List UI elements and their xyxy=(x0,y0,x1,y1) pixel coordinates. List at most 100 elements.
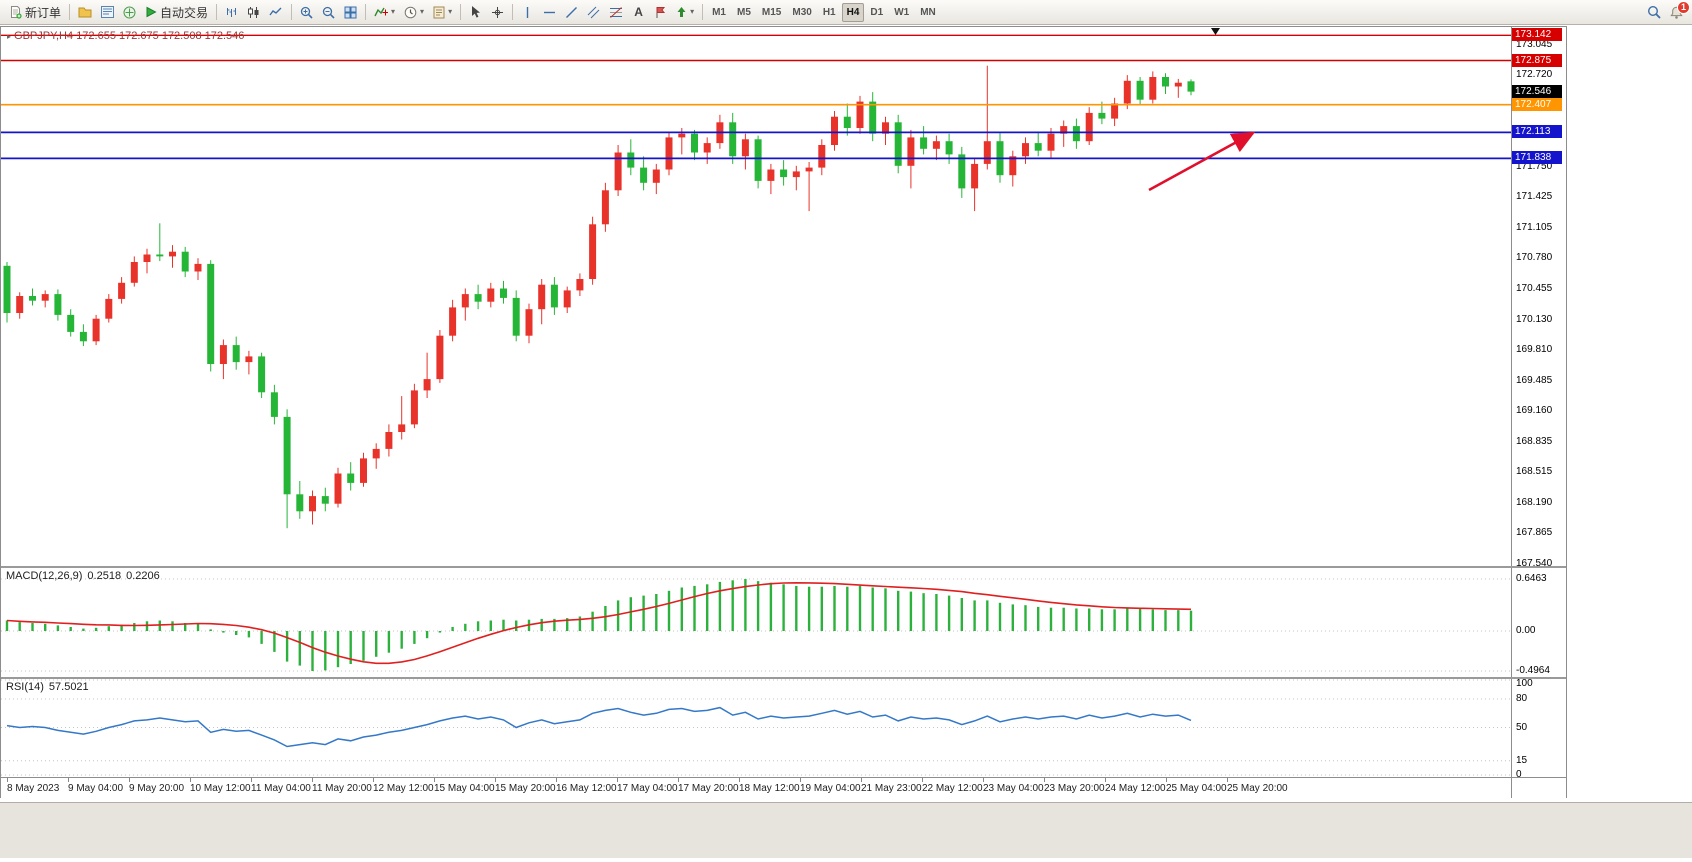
time-tick xyxy=(434,778,435,782)
time-axis-label: 15 May 20:00 xyxy=(495,783,556,794)
timeframe-button-h1[interactable]: H1 xyxy=(818,3,841,22)
price-pane[interactable]: ▸ GBPJPY,H4 172.655 172.675 172.508 172.5… xyxy=(1,27,1511,566)
auto-trading-icon xyxy=(145,6,157,18)
auto-trading-button[interactable]: 自动交易 xyxy=(141,2,212,23)
toolbar-separator xyxy=(702,4,704,20)
chevron-down-icon: ▾ xyxy=(690,7,695,16)
time-tick xyxy=(1227,778,1228,782)
timeframe-button-w1[interactable]: W1 xyxy=(889,3,914,22)
time-tick xyxy=(678,778,679,782)
indicators-button[interactable]: ▾ xyxy=(370,2,399,23)
rsi-axis[interactable]: 100 80 50 15 0 xyxy=(1511,678,1566,780)
search-button[interactable] xyxy=(1643,2,1665,23)
macd-pane[interactable]: MACD(12,26,9) 0.2518 0.2206 xyxy=(1,568,1511,677)
new-order-icon xyxy=(9,5,22,19)
periods-button[interactable]: ▾ xyxy=(400,2,428,23)
vertical-line-button[interactable] xyxy=(517,2,538,23)
timeframe-button-h4[interactable]: H4 xyxy=(841,2,865,22)
pane-splitter[interactable] xyxy=(1,566,1566,568)
price-tick-label: 169.160 xyxy=(1516,405,1553,417)
pane-splitter[interactable] xyxy=(1,677,1566,679)
price-tick-label: 168.515 xyxy=(1516,466,1553,478)
candlestick-chart-button[interactable] xyxy=(243,2,264,23)
zoom-out-button[interactable] xyxy=(318,2,339,23)
symbol-dropdown-icon[interactable]: ▸ xyxy=(7,32,12,41)
macd-histogram[interactable] xyxy=(1,568,1511,677)
price-tick-label: 172.720 xyxy=(1516,69,1553,81)
timeframe-button-m5[interactable]: M5 xyxy=(732,3,756,22)
time-tick xyxy=(983,778,984,782)
timeframe-button-d1[interactable]: D1 xyxy=(865,3,888,22)
price-tick-label: 169.485 xyxy=(1516,374,1553,386)
cursor-button[interactable] xyxy=(465,2,486,23)
navigator-button[interactable] xyxy=(119,2,140,23)
channel-button[interactable] xyxy=(583,2,604,23)
profiles-button[interactable] xyxy=(74,2,96,23)
market-watch-button[interactable] xyxy=(97,2,118,23)
level-price-label: 173.142 xyxy=(1512,28,1562,42)
chart-symbol-label: GBPJPY,H4 xyxy=(14,30,74,42)
templates-button[interactable]: ▾ xyxy=(429,2,456,23)
bar-chart-button[interactable] xyxy=(221,2,242,23)
price-axis[interactable]: 173.045 172.720 171.750 171.425 171.105 170.7… xyxy=(1511,27,1566,569)
time-tick xyxy=(922,778,923,782)
time-tick xyxy=(739,778,740,782)
notifications-button[interactable]: 1 xyxy=(1666,0,1690,23)
chevron-down-icon: ▾ xyxy=(448,7,453,16)
template-icon xyxy=(433,6,445,19)
bottom-status-strip xyxy=(0,802,1692,858)
price-tick-label: 171.105 xyxy=(1516,221,1553,233)
chart-window: ▸ GBPJPY,H4 172.655 172.675 172.508 172.5… xyxy=(0,26,1567,798)
macd-tick-label: -0.4964 xyxy=(1516,665,1550,676)
toolbar: 新订单 自动交易 ▾ ▾ ▾ A ▾ M1 M5 M15 M30 H1 H4 D1 W1 MN … xyxy=(0,0,1692,25)
time-tick xyxy=(312,778,313,782)
price-tick-label: 170.130 xyxy=(1516,313,1553,325)
macd-axis[interactable]: 0.6463 0.00 -0.4964 xyxy=(1511,568,1566,677)
fibonacci-button[interactable] xyxy=(605,2,627,23)
level-price-label: 172.113 xyxy=(1512,125,1562,139)
rsi-line[interactable] xyxy=(1,679,1511,777)
rsi-tick-label: 100 xyxy=(1516,678,1533,689)
rsi-tick-label: 80 xyxy=(1516,693,1528,704)
crosshair-button[interactable] xyxy=(487,2,508,23)
tile-windows-button[interactable] xyxy=(340,2,361,23)
time-axis[interactable]: 8 May 2023 9 May 04:00 9 May 20:00 10 May 1… xyxy=(1,778,1566,798)
time-tick xyxy=(1105,778,1106,782)
time-tick xyxy=(190,778,191,782)
rsi-pane[interactable]: RSI(14) 57.5021 xyxy=(1,679,1511,777)
time-axis-label: 25 May 20:00 xyxy=(1227,783,1288,794)
zoom-in-button[interactable] xyxy=(296,2,317,23)
time-tick xyxy=(1166,778,1167,782)
time-axis-label: 8 May 2023 xyxy=(7,783,60,794)
timeframe-button-m30[interactable]: M30 xyxy=(787,3,816,22)
tile-windows-icon xyxy=(344,6,357,19)
new-order-button[interactable]: 新订单 xyxy=(5,2,65,23)
trendline-button[interactable] xyxy=(561,2,582,23)
timeframe-button-m1[interactable]: M1 xyxy=(707,3,731,22)
toolbar-separator xyxy=(291,4,293,20)
time-axis-label: 19 May 04:00 xyxy=(800,783,861,794)
price-tick-label: 171.425 xyxy=(1516,191,1553,203)
timeframe-button-m15[interactable]: M15 xyxy=(757,3,786,22)
current-price-label: 172.546 xyxy=(1512,84,1562,98)
time-axis-label: 24 May 12:00 xyxy=(1105,783,1166,794)
rsi-value: 57.5021 xyxy=(48,681,89,693)
candlestick-chart[interactable] xyxy=(1,27,1511,566)
search-icon xyxy=(1647,5,1661,19)
timeframe-button-mn[interactable]: MN xyxy=(915,3,941,22)
arrow-tools-button[interactable]: ▾ xyxy=(672,2,698,23)
text-label-button[interactable] xyxy=(650,2,671,23)
text-button[interactable]: A xyxy=(628,2,649,23)
timeframe-group: M1 M5 M15 M30 H1 H4 D1 W1 MN xyxy=(707,2,941,22)
level-price-label: 171.838 xyxy=(1512,151,1562,165)
time-axis-label: 23 May 04:00 xyxy=(983,783,1044,794)
auto-trading-label: 自动交易 xyxy=(160,5,209,20)
level-price-label: 172.875 xyxy=(1512,53,1562,67)
time-axis-label: 23 May 20:00 xyxy=(1044,783,1105,794)
toolbar-separator xyxy=(216,4,218,20)
price-tick-label: 173.045 xyxy=(1516,38,1553,50)
line-chart-button[interactable] xyxy=(265,2,287,23)
time-tick xyxy=(129,778,130,782)
price-tick-label: 169.810 xyxy=(1516,343,1553,355)
horizontal-line-button[interactable] xyxy=(539,2,560,23)
